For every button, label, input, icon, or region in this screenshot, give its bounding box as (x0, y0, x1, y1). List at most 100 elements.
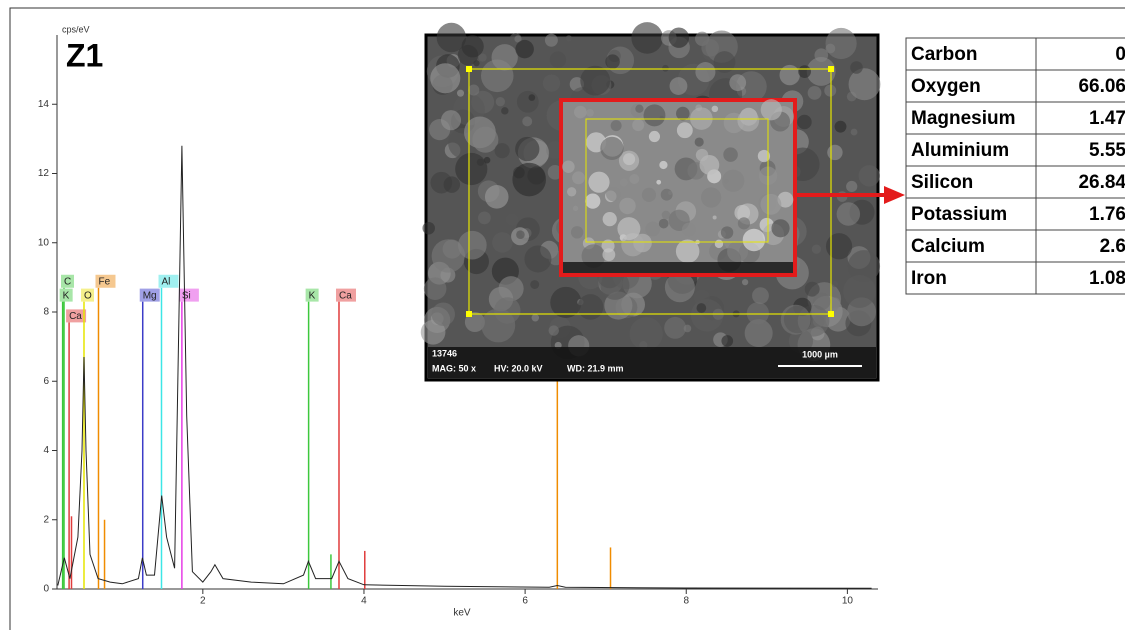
x-tick-label: 8 (683, 596, 689, 607)
y-tick-label: 2 (43, 514, 49, 525)
element-name: Aluminium (911, 140, 1009, 161)
texture-blob (722, 170, 744, 192)
texture-blob (837, 202, 860, 225)
texture-blob (524, 245, 551, 272)
element-label: C (64, 276, 71, 287)
texture-blob (752, 287, 769, 304)
texture-blob (780, 65, 800, 85)
zoom-info-bar (563, 262, 793, 273)
texture-blob (826, 233, 852, 259)
element-value: 1.47 (1089, 108, 1125, 129)
texture-blob (444, 176, 461, 193)
texture-blob (808, 86, 822, 100)
texture-blob (545, 34, 558, 47)
texture-blob (530, 280, 539, 289)
texture-blob (826, 28, 857, 59)
texture-blob (578, 294, 604, 320)
sem-mag: MAG: 50 x (432, 363, 476, 373)
x-tick-label: 4 (361, 596, 367, 607)
texture-blob (567, 187, 576, 196)
texture-blob (586, 109, 594, 117)
element-value: 26.84 (1078, 172, 1125, 193)
element-label: Fe (98, 276, 110, 287)
table-cell (1036, 38, 1125, 70)
texture-blob (669, 27, 689, 47)
texture-blob (682, 223, 696, 237)
texture-blob (485, 185, 509, 209)
chart-title: Z1 (66, 37, 103, 73)
figure: cps/eV Z1 keV 02468101214246810CKCaOFeMg… (0, 0, 1125, 630)
texture-blob (571, 226, 583, 238)
element-name: Silicon (911, 172, 973, 193)
texture-blob (580, 66, 610, 96)
texture-blob (694, 290, 710, 306)
texture-blob (468, 84, 479, 95)
y-tick-label: 8 (43, 307, 49, 318)
texture-blob (656, 180, 661, 185)
texture-blob (603, 212, 617, 226)
element-label: Mg (143, 290, 157, 301)
texture-blob (600, 137, 623, 160)
texture-blob (430, 63, 460, 93)
texture-blob (715, 240, 723, 248)
element-name: Iron (911, 268, 947, 289)
texture-blob (499, 276, 524, 301)
texture-blob (701, 39, 719, 57)
texture-blob (676, 107, 690, 121)
y-tick-label: 0 (43, 584, 49, 595)
x-tick-label: 10 (842, 596, 854, 607)
texture-blob (630, 317, 663, 350)
texture-blob (721, 226, 733, 238)
texture-blob (812, 244, 821, 253)
texture-blob (737, 110, 759, 132)
x-tick-label: 2 (200, 596, 206, 607)
element-label: Ca (69, 311, 82, 322)
texture-blob (620, 178, 628, 186)
texture-blob (631, 22, 663, 54)
sem-wd: WD: 21.9 mm (567, 363, 624, 373)
element-name: Potassium (911, 204, 1007, 225)
element-label: Ca (339, 290, 352, 301)
texture-blob (632, 119, 644, 131)
texture-blob (642, 188, 656, 202)
texture-blob (825, 44, 835, 54)
texture-blob (494, 297, 520, 323)
texture-blob (649, 131, 660, 142)
texture-blob (472, 127, 498, 153)
texture-blob (457, 90, 464, 97)
sem-hv: HV: 20.0 kV (494, 363, 543, 373)
texture-blob (851, 129, 858, 136)
texture-blob (516, 230, 525, 239)
texture-blob (617, 217, 640, 240)
texture-blob (684, 325, 692, 333)
sem-inset: 13746 MAG: 50 x HV: 20.0 kV WD: 21.9 mm … (421, 22, 905, 380)
arrow-head (884, 186, 905, 204)
texture-blob (623, 153, 635, 165)
texture-blob (462, 35, 484, 57)
texture-blob (850, 61, 863, 74)
handle (466, 311, 472, 317)
page: cps/eV Z1 keV 02468101214246810CKCaOFeMg… (0, 0, 1125, 635)
texture-blob (550, 52, 566, 68)
texture-blob (501, 107, 508, 114)
texture-blob (573, 206, 578, 211)
texture-blob (602, 248, 615, 261)
texture-blob (677, 122, 693, 138)
texture-blob (712, 106, 719, 113)
texture-blob (729, 74, 746, 91)
y-tick-label: 6 (43, 376, 49, 387)
texture-blob (738, 217, 750, 229)
texture-blob (532, 314, 539, 321)
texture-blob (664, 317, 686, 339)
texture-blob (432, 303, 455, 326)
texture-blob (798, 65, 811, 78)
element-value: 5.55 (1089, 140, 1125, 161)
texture-blob (747, 302, 769, 324)
texture-blob (781, 305, 811, 335)
texture-blob (543, 74, 560, 91)
element-label: O (84, 290, 92, 301)
texture-blob (714, 51, 736, 73)
element-name: Carbon (911, 44, 978, 65)
handle (828, 66, 834, 72)
texture-blob (550, 287, 581, 318)
